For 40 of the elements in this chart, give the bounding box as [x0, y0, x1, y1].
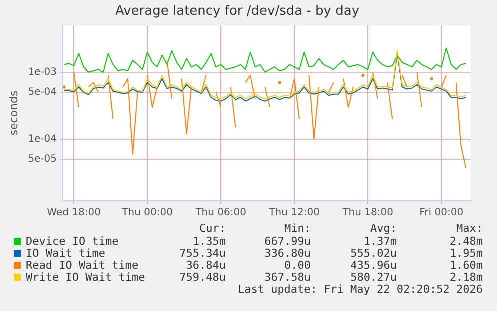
y-tick-label: 5e-05	[28, 154, 58, 166]
y-axis-title: seconds	[7, 90, 20, 136]
text: 367.58u	[264, 271, 311, 284]
x-tick-label: Thu 00:00	[121, 208, 173, 219]
y-tick-label: 1e-03	[28, 66, 58, 78]
point	[362, 74, 365, 77]
text: Avg:	[370, 222, 397, 235]
chart-title: Average latency for /dev/sda - by day	[115, 4, 360, 20]
text: 1.37m	[364, 235, 397, 248]
text: 2.48m	[450, 235, 483, 248]
text: Min:	[284, 222, 311, 235]
legend-label: Device IO time	[26, 235, 119, 248]
text: 667.99u	[264, 235, 311, 248]
text: 755.34u	[180, 247, 226, 260]
text: Max:	[456, 222, 483, 235]
y-tick-label: 5e-04	[28, 87, 58, 98]
text: 0.00	[284, 259, 311, 272]
x-tick-label: Thu 06:00	[194, 208, 246, 219]
x-tick-label: Thu 12:00	[268, 208, 320, 219]
text: 759.48u	[180, 271, 226, 284]
text: 36.84u	[186, 259, 226, 272]
text: 1.35m	[192, 235, 226, 248]
x-tick-label: Thu 18:00	[342, 208, 394, 219]
text: 1.95m	[450, 247, 483, 260]
point	[430, 77, 434, 80]
text: 336.80u	[264, 247, 311, 260]
text: 435.96u	[350, 259, 397, 272]
x-tick-label: Fri 00:00	[420, 208, 464, 219]
text: 1.60m	[450, 259, 483, 272]
text: Last update: Fri May 22 02:20:52 2026	[238, 283, 483, 296]
x-tick-label: Wed 18:00	[47, 208, 101, 219]
text: 580.27u	[350, 271, 397, 284]
text: 2.18m	[450, 271, 483, 284]
y-tick-label: 1e-04	[28, 134, 58, 145]
text: 555.02u	[350, 247, 397, 260]
point	[278, 81, 282, 84]
legend-label: IO Wait time	[26, 247, 106, 260]
legend-label: Read IO Wait time	[26, 259, 139, 272]
legend-label: Write IO Wait time	[26, 271, 146, 284]
text: Cur:	[200, 222, 226, 235]
